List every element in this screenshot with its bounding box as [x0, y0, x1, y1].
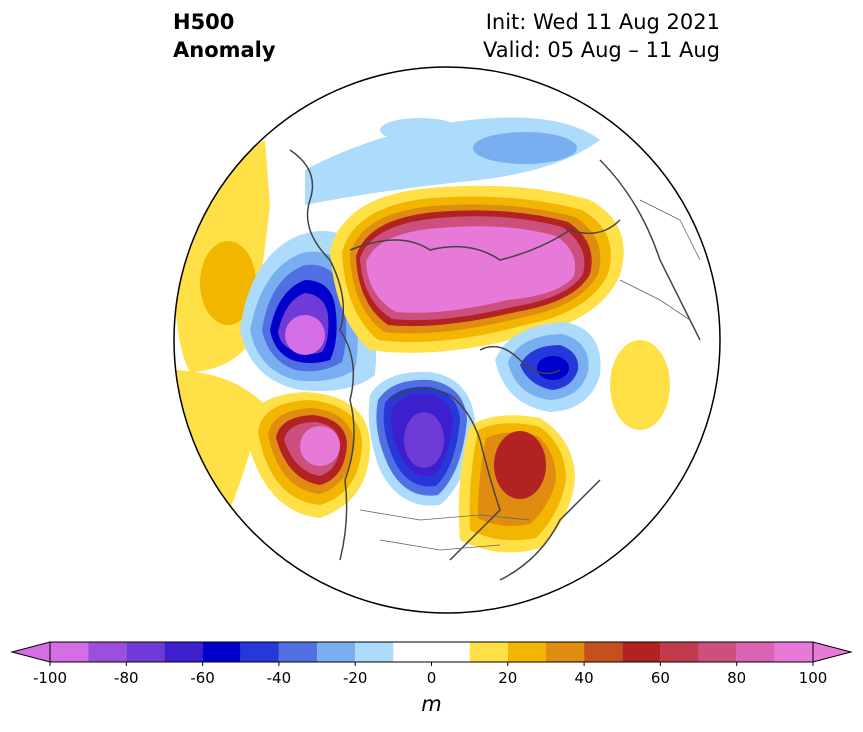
colorbar-tick-label: 0	[427, 669, 437, 687]
colorbar-unit: m	[421, 692, 442, 716]
colorbar-bin	[88, 642, 127, 662]
kara-trough	[495, 322, 601, 412]
colorbar-bin	[469, 642, 508, 662]
coastlines	[289, 149, 701, 581]
colorbar-bin	[622, 642, 661, 662]
colorbar-bin	[278, 642, 318, 662]
asia-ridge	[610, 340, 670, 430]
colorbar-tick-label: 100	[799, 669, 828, 687]
colorbar-extend-low	[10, 641, 51, 663]
colorbar-bin	[355, 642, 394, 662]
colorbar-bin	[202, 642, 241, 662]
chart-subtitle: Init: Wed 11 Aug 2021 Valid: 05 Aug – 11…	[483, 8, 720, 64]
chart-title: H500 Anomaly	[173, 8, 276, 64]
borders	[359, 199, 701, 551]
title-line-1: H500	[173, 10, 235, 34]
pacific-ridge	[245, 392, 371, 518]
colorbar-bin	[393, 642, 470, 662]
colorbar-tick-label: -60	[190, 669, 215, 687]
map-boundary	[173, 66, 721, 614]
anomaly-map	[173, 66, 721, 614]
colorbar-swatches	[10, 641, 853, 663]
colorbar-tick-label: -80	[114, 669, 139, 687]
colorbar-tick-label: 20	[498, 669, 517, 687]
colorbar-tick-label: 80	[727, 669, 746, 687]
colorbar-extend-high	[812, 641, 853, 663]
colorbar-ticks: -100 -80 -60 -40 -20 0 20 40 60 80 100	[33, 662, 827, 687]
anomaly-field	[174, 117, 701, 581]
colorbar-tick-label: 60	[651, 669, 670, 687]
init-date: Init: Wed 11 Aug 2021	[485, 10, 720, 34]
valid-range: Valid: 05 Aug – 11 Aug	[482, 38, 720, 62]
colorbar-bin	[698, 642, 737, 662]
colorbar-bin	[584, 642, 623, 662]
colorbar-tick-label: -20	[343, 669, 368, 687]
colorbar-bin	[736, 642, 775, 662]
colorbar-bin	[545, 642, 585, 662]
colorbar-bin	[50, 642, 89, 662]
colorbar-bin	[317, 642, 356, 662]
colorbar-tick-label: -100	[33, 669, 67, 687]
colorbar-bin	[126, 642, 165, 662]
hudson-trough	[368, 371, 475, 506]
colorbar: -100 -80 -60 -40 -20 0 20 40 60 80 100	[10, 641, 853, 687]
colorbar-bin	[507, 642, 546, 662]
colorbar-bin	[660, 642, 699, 662]
colorbar-bin	[240, 642, 279, 662]
north-light-trough	[305, 117, 600, 205]
colorbar-tick-label: -40	[267, 669, 292, 687]
colorbar-bin	[774, 642, 813, 662]
canada-ridge	[458, 415, 575, 553]
arctic-ridge	[330, 185, 624, 353]
colorbar-bin	[164, 642, 203, 662]
title-line-2: Anomaly	[173, 38, 276, 62]
colorbar-tick-label: 40	[575, 669, 594, 687]
